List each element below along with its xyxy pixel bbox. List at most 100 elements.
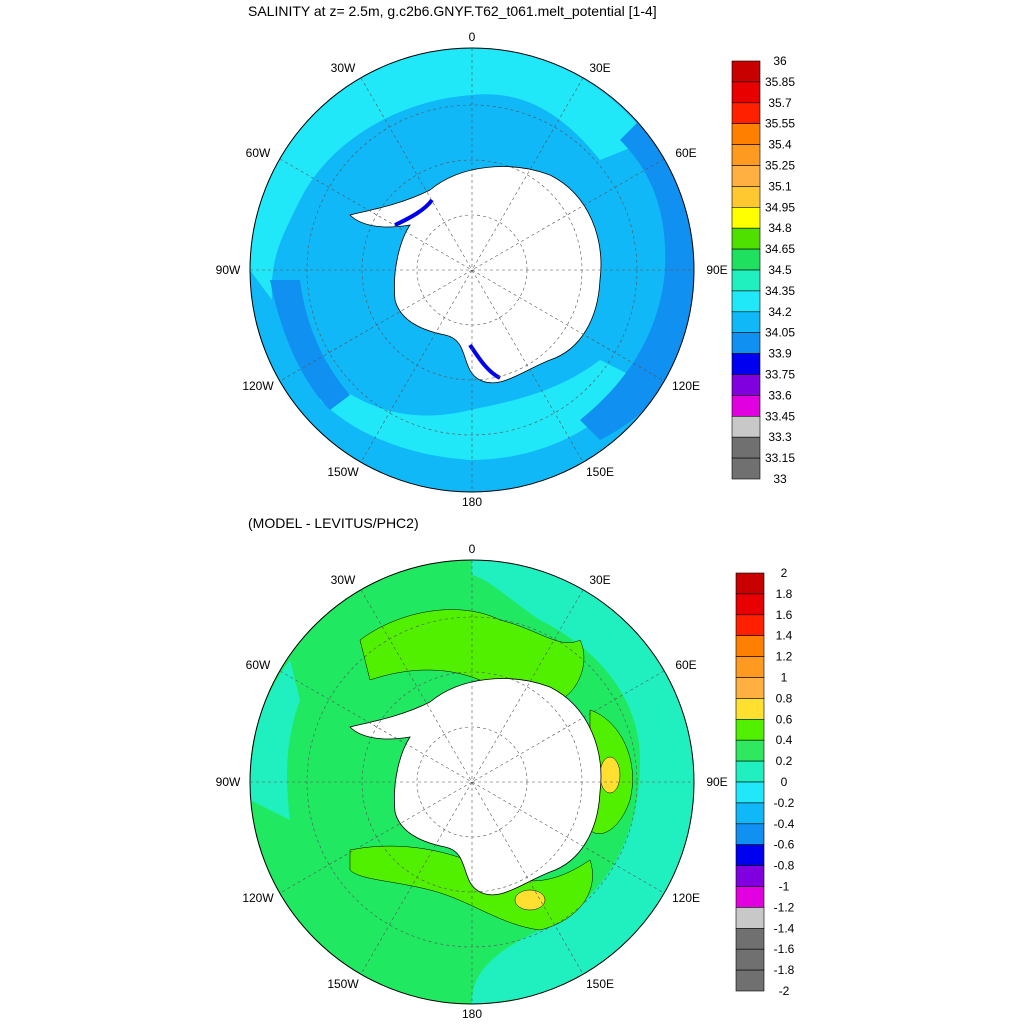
colorbar-swatch [735,969,765,992]
colorbar-label: 35.4 [768,138,792,152]
graticule [250,48,694,492]
diff-band-0.2-0.4 [359,609,585,701]
colorbar-label: 34.2 [768,305,792,319]
colorbar-swatch [735,593,765,616]
salinity-map [249,47,695,493]
colorbar-swatch [731,353,761,375]
antarctica-land [349,166,602,384]
colorbar-label: 1 [781,671,788,685]
longitude-label: 30W [331,61,356,75]
longitude-label: 60E [675,146,696,160]
longitude-label: 150W [327,977,359,991]
colorbar-label: -0.8 [774,859,795,873]
longitude-label: 60W [246,658,271,672]
colorbar-label: -0.6 [774,838,795,852]
colorbar-swatch [731,227,761,250]
colorbar-swatch [731,165,761,187]
colorbar-label: 0.8 [776,691,793,705]
longitude-label: 120W [242,379,274,393]
colorbar-label: 36 [773,54,787,68]
colorbar-label: 33.45 [765,409,795,423]
longitude-label: 60E [675,658,696,672]
colorbar-swatch [735,677,765,699]
colorbar-label: 1.6 [776,608,793,622]
colorbar-label: -1.4 [774,921,795,935]
colorbar-swatch [735,907,765,929]
colorbar-swatch [735,739,765,762]
colorbar-label: -0.4 [774,817,795,831]
colorbar-label: 0 [781,775,788,789]
colorbar-label: 34.95 [765,200,795,214]
colorbar-swatch [735,698,765,720]
ocean-band-33.9-west [270,280,350,410]
longitude-label: 150E [586,465,614,479]
colorbar-swatch [731,81,761,104]
colorbars: 36 35.85 35.7 35.55 35.4 35.25 35.1 34.95 34.8 34… [731,54,795,998]
colorbar-swatch [735,927,765,950]
colorbar-swatch [731,457,761,480]
longitude-label: 90E [706,263,727,277]
colorbar-label: 35.85 [765,75,795,89]
longitude-label: 90E [706,775,727,789]
colorbar-label: 34.35 [765,284,795,298]
colorbar-swatch [731,332,761,354]
colorbar-swatch [735,760,765,783]
colorbar-label: 33.15 [765,451,795,465]
colorbar-label: 34.8 [768,221,792,235]
colorbar-label: -1.2 [774,900,795,914]
colorbar-label: -2 [779,984,790,998]
colorbar-swatch [731,290,761,313]
colorbar-label: 33.3 [768,430,792,444]
coastal-fresh-strip-ross [468,343,501,380]
longitude-label: 180 [462,1007,482,1021]
diff-band-0.4-0.6 [599,756,621,794]
colorbar-label: 0.4 [776,733,793,747]
colorbar-label: 33.75 [765,368,795,382]
colorbar-swatch [735,865,765,887]
top-panel-title: SALINITY at z= 2.5m, g.c2b6.GNYF.T62_t06… [248,3,657,19]
colorbar-swatch [735,781,765,804]
colorbar-swatch [735,886,765,908]
longitude-label: 0 [469,30,476,44]
colorbar-label: 1.4 [776,629,793,643]
bottom-panel-title: (MODEL - LEVITUS/PHC2) [248,515,419,531]
colorbar-swatch [731,311,761,333]
colorbar-label: -0.2 [774,796,795,810]
longitude-label: 60W [246,146,271,160]
colorbar-label: 35.25 [765,159,795,173]
ocean-band-34.35 [250,48,650,300]
longitude-label: 120E [672,379,700,393]
colorbar-swatch [731,186,761,208]
ocean-band-34.35-south [320,360,640,460]
colorbar-swatch [731,144,761,166]
longitude-label: 120W [242,891,274,905]
colorbar-swatch [735,823,765,845]
longitude-label: 30E [589,573,610,587]
colorbar-label: 33 [773,472,787,486]
colorbar-label: 34.5 [768,263,792,277]
colorbar-label: 33.6 [768,388,792,402]
colorbar-swatch [731,269,761,292]
colorbar-swatch [735,635,765,657]
colorbar-swatch [731,395,761,417]
colorbar-label: 0.2 [776,754,793,768]
colorbar-label: -1.6 [774,942,795,956]
colorbar-swatch [735,948,765,971]
graticule [250,560,694,1004]
longitude-label: 120E [672,891,700,905]
colorbar-label: 34.05 [765,326,795,340]
colorbar-label: 35.1 [768,179,792,193]
colorbar-swatch [731,436,761,459]
colorbar-label: 33.9 [768,347,792,361]
coastal-fresh-strip [394,198,434,227]
colorbar-swatch [735,572,765,595]
diff-band-neg-west [250,660,300,820]
colorbar-label: 2 [781,566,788,580]
colorbar-label: 35.7 [768,96,792,110]
longitude-labels: 0 30E 60E 90E 120E 150E 180 150W 120W 90W 60W 30W 0 3… [216,30,728,1021]
longitude-label: 30W [331,573,356,587]
colorbar-swatch [735,802,765,825]
colorbar-swatch [735,718,765,741]
antarctica-land [349,678,602,896]
